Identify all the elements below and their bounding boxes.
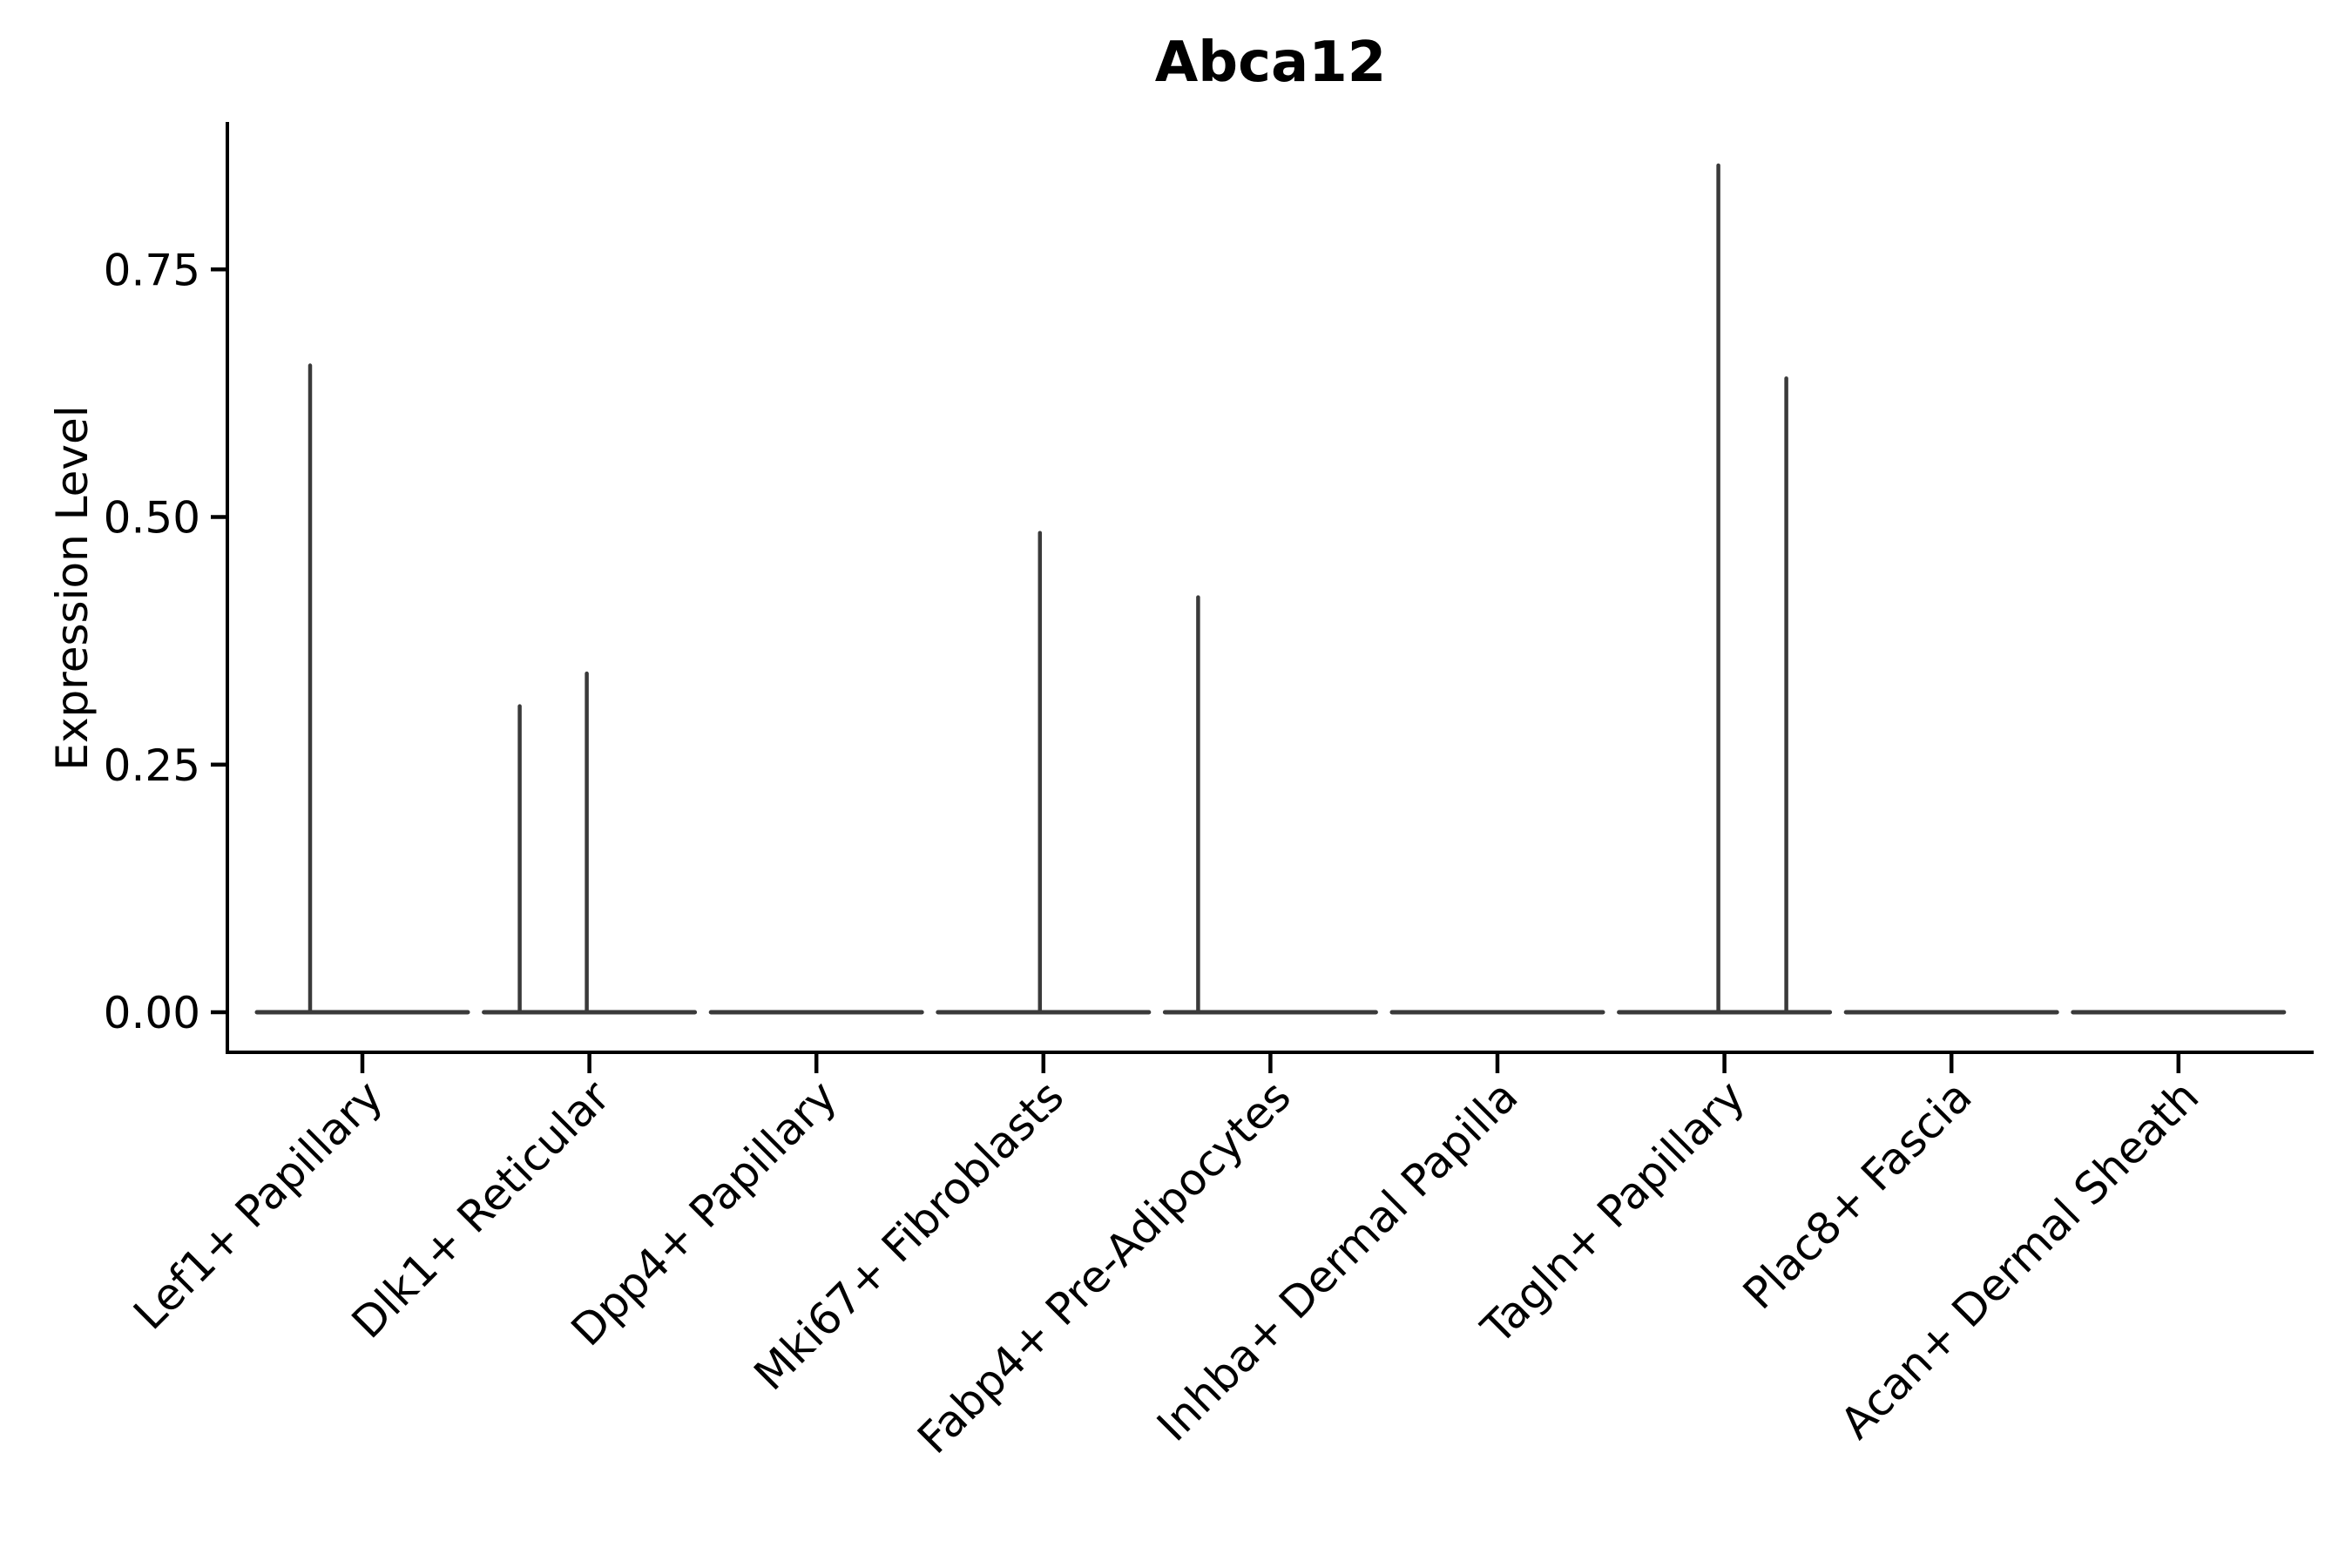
x-tick-label: Acan+ Dermal Sheath bbox=[1831, 1071, 2209, 1449]
x-tick-label: Inhba+ Dermal Papilla bbox=[1147, 1071, 1527, 1450]
x-tick-label: Fabp4+ Pre-Adipocytes bbox=[908, 1071, 1301, 1463]
y-tick-label: 0.25 bbox=[104, 740, 200, 791]
y-tick-label: 0.50 bbox=[104, 493, 200, 544]
y-tick-label: 0.75 bbox=[104, 245, 200, 295]
x-tick-label: Plac8+ Fascia bbox=[1734, 1071, 1982, 1319]
chart-title: Abca12 bbox=[1154, 30, 1387, 95]
y-tick-label: 0.00 bbox=[104, 988, 200, 1038]
x-tick-label: Lef1+ Papillary bbox=[124, 1071, 392, 1339]
